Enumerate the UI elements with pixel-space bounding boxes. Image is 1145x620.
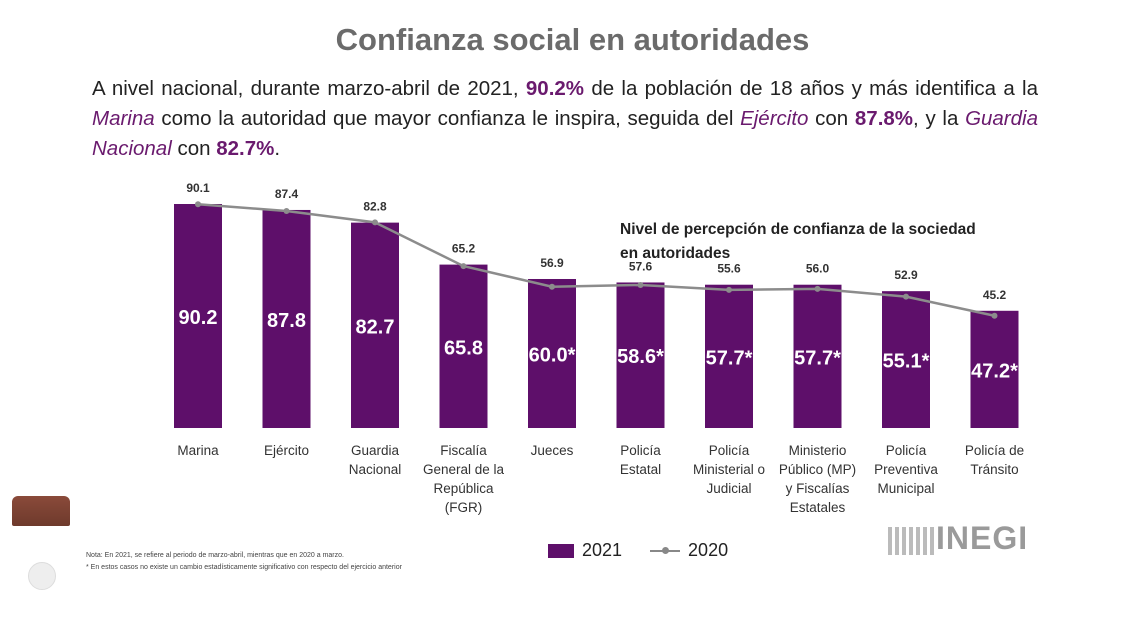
inegi-logo: INEGI [888, 520, 1028, 557]
category-label: Tránsito [970, 462, 1018, 477]
intro-text: . [274, 137, 281, 160]
line-label-2020: 52.9 [894, 268, 918, 282]
category-label: Preventiva [874, 462, 938, 477]
line-point-2020 [637, 281, 644, 288]
bar-2021 [882, 291, 930, 428]
category-label: Público (MP) [779, 462, 856, 477]
bar-label-2021: 58.6* [617, 346, 664, 368]
line-2020 [197, 203, 995, 317]
intro-text: como la autoridad que mayor confianza le… [154, 107, 741, 130]
inegi-logo-mark [888, 526, 934, 555]
intro-text: con [171, 137, 217, 160]
seal-logo [28, 562, 56, 590]
category-label: Guardia [351, 443, 400, 458]
legend-label-2020: 2020 [688, 540, 729, 560]
intro-paragraph: A nivel nacional, durante marzo-abril de… [92, 74, 1038, 164]
category-label: Ministerial o [693, 462, 765, 477]
category-label: Municipal [877, 481, 934, 496]
bar-2021 [439, 264, 488, 428]
line-point-2020 [549, 283, 555, 290]
line-label-2020: 55.6 [717, 262, 741, 276]
bar-label-2021: 82.7 [356, 316, 395, 338]
legend-label-2021: 2021 [582, 540, 623, 560]
bar-label-2021: 65.8 [444, 337, 483, 359]
bar-label-2021: 90.2 [179, 307, 218, 329]
legend: 2021 2020 [548, 540, 728, 561]
bar-2021 [351, 222, 399, 428]
bar-2021 [616, 282, 665, 428]
category-label: (FGR) [445, 500, 483, 515]
line-label-2020: 57.6 [629, 259, 653, 273]
legend-swatch-2020 [650, 546, 681, 554]
category-label: Jueces [531, 443, 574, 458]
line-label-2020: 90.1 [186, 181, 210, 195]
chart-title: Nivel de percepción de confianza de la s… [620, 218, 976, 266]
bar-label-2021: 60.0* [529, 344, 576, 366]
line-label-2020: 87.4 [275, 187, 299, 201]
intro-value: 90.2% [525, 77, 585, 100]
line-point-2020 [283, 207, 290, 214]
note-line: * En estos casos no existe un cambio est… [86, 564, 402, 571]
bar-label-2021: 57.7* [706, 347, 753, 369]
bar-2021 [793, 284, 842, 428]
category-label: Estatales [790, 500, 846, 515]
line-label-2020: 56.0 [806, 262, 830, 276]
bar-label-2021: 87.8 [267, 310, 306, 332]
intro-value: 82.7% [216, 137, 275, 160]
intro-guardia: Guardia Nacional [92, 107, 1038, 160]
category-label: Policía de [965, 443, 1024, 458]
legend-swatch-2021 [548, 543, 574, 558]
footnotes: Nota: En 2021, se refiere al periodo de … [86, 550, 402, 574]
note-line: Nota: En 2021, se refiere al periodo de … [86, 552, 344, 559]
category-label: Ministerio [789, 443, 847, 458]
intro-text: de la población de 18 años y más identif… [584, 77, 1038, 100]
category-label: Fiscalía [440, 443, 487, 458]
category-label: Estatal [620, 462, 661, 477]
line-label-2020: 45.2 [983, 288, 1007, 302]
line-label-2020: 56.9 [540, 256, 564, 270]
intro-text: con [808, 107, 855, 130]
intro-text: A nivel nacional, durante marzo-abril de… [92, 77, 526, 100]
page-title: Confianza social en autoridades [335, 22, 810, 57]
category-label: República [433, 481, 494, 496]
government-logo [12, 496, 70, 526]
bar-2021 [970, 310, 1019, 428]
inegi-logo-text: INEGI [936, 520, 1029, 556]
chart-title-line: en autoridades [620, 245, 731, 262]
bar-label-2021: 57.7* [794, 347, 841, 369]
bar-2021 [262, 209, 311, 428]
category-label: Policía [886, 443, 927, 458]
category-label: y Fiscalías [786, 481, 850, 496]
bar-2021 [705, 284, 753, 428]
line-label-2020: 82.8 [363, 199, 387, 213]
category-label: Policía [709, 443, 750, 458]
line-point-2020 [726, 286, 732, 293]
line-point-2020 [460, 263, 467, 270]
line-point-2020 [903, 293, 909, 300]
category-label: Marina [177, 443, 219, 458]
bar-label-2021: 55.1* [883, 351, 930, 373]
intro-value: 87.8% [854, 107, 914, 130]
chart-title-line: Nivel de percepción de confianza de la s… [620, 221, 976, 238]
category-label: Ejército [264, 443, 309, 458]
line-label-2020: 65.2 [452, 242, 476, 256]
intro-ejercito: Ejército [740, 107, 809, 130]
intro-marina: Marina [92, 107, 155, 130]
line-point-2020 [991, 312, 998, 319]
line-point-2020 [372, 219, 378, 226]
bar-label-2021: 47.2* [971, 360, 1018, 382]
intro-text: , y la [913, 107, 966, 130]
category-label: General de la [423, 462, 505, 477]
category-label: Policía [620, 443, 661, 458]
bar-2021 [528, 278, 576, 428]
line-point-2020 [814, 285, 821, 292]
category-label: Nacional [349, 462, 402, 477]
category-label: Judicial [706, 481, 751, 496]
bar-2021 [174, 204, 222, 428]
line-point-2020 [195, 201, 201, 208]
